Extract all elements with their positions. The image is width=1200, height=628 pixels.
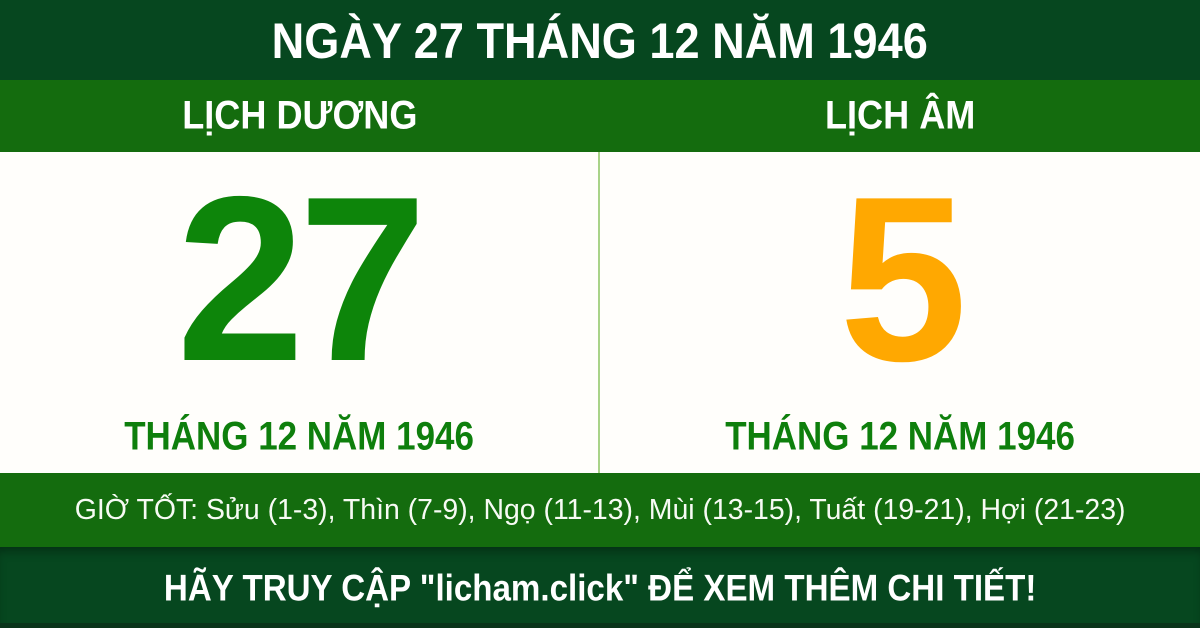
lunar-calendar-header: LỊCH ÂM: [600, 80, 1200, 152]
date-banner-title: NGÀY 27 THÁNG 12 NĂM 1946: [271, 11, 929, 69]
good-hours-bar: GIỜ TỐT: Sửu (1-3), Thìn (7-9), Ngọ (11-…: [0, 473, 1200, 547]
solar-day-number: 27: [176, 147, 427, 410]
solar-month-year: THÁNG 12 NĂM 1946: [124, 415, 474, 459]
good-hours-text: GIỜ TỐT: Sửu (1-3), Thìn (7-9), Ngọ (11-…: [74, 493, 1126, 526]
solar-calendar-label: LỊCH DƯƠNG: [182, 93, 418, 138]
date-banner: NGÀY 27 THÁNG 12 NĂM 1946: [0, 0, 1200, 80]
footer-cta-text: HÃY TRUY CẬP "licham.click" ĐỂ XEM THÊM …: [163, 565, 1037, 609]
solar-calendar-header: LỊCH DƯƠNG: [0, 80, 600, 152]
lunar-calendar-label: LỊCH ÂM: [824, 93, 976, 138]
lunar-panel: 5 THÁNG 12 NĂM 1946: [600, 152, 1200, 473]
calendar-panels: 27 THÁNG 12 NĂM 1946 5 THÁNG 12 NĂM 1946: [0, 152, 1200, 473]
footer-cta-banner[interactable]: HÃY TRUY CẬP "licham.click" ĐỂ XEM THÊM …: [0, 547, 1200, 628]
bottom-edge-strip: [0, 623, 1200, 628]
solar-panel: 27 THÁNG 12 NĂM 1946: [0, 152, 600, 473]
calendar-type-header: LỊCH DƯƠNG LỊCH ÂM: [0, 80, 1200, 152]
lunar-day-number: 5: [838, 147, 967, 410]
lunar-month-year: THÁNG 12 NĂM 1946: [725, 415, 1075, 459]
